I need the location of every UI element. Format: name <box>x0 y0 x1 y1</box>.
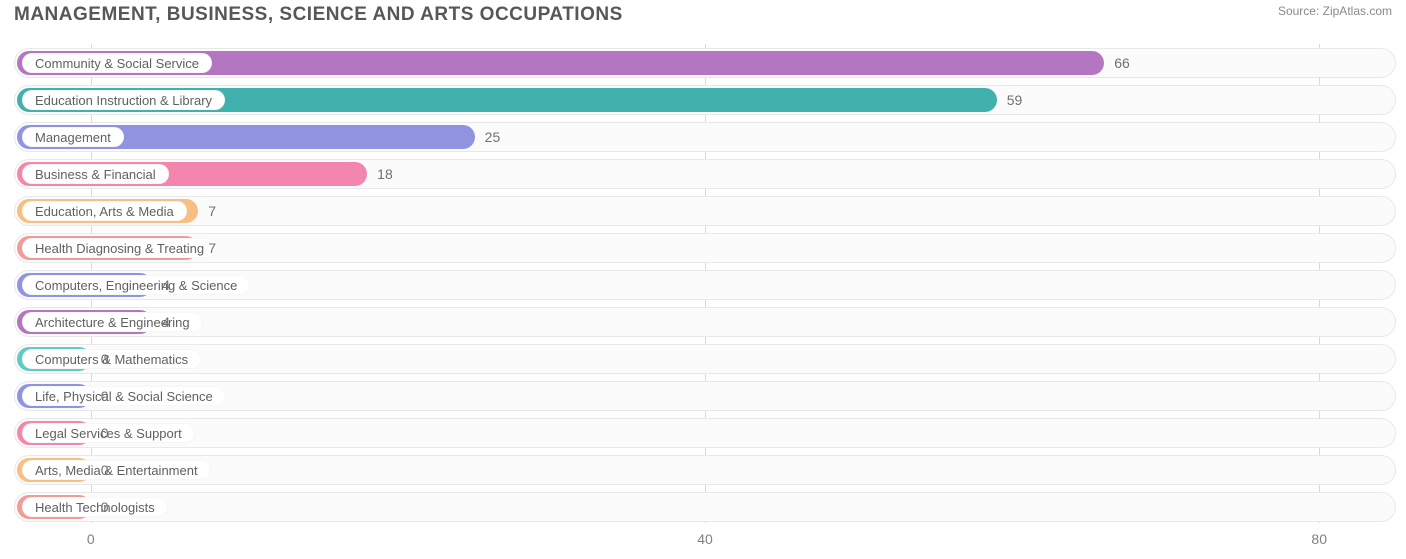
x-axis-labels: 0 40 80 <box>14 527 1396 547</box>
bars-container: Community & Social Service 66 Education In… <box>14 38 1396 523</box>
source-attribution: Source: ZipAtlas.com <box>1278 4 1392 18</box>
source-site: ZipAtlas.com <box>1323 4 1392 18</box>
x-axis-tick-label: 40 <box>697 531 713 547</box>
bar-row: Arts, Media & Entertainment0 <box>14 455 1396 485</box>
bar-track <box>14 233 1396 263</box>
x-axis-tick-label: 80 <box>1311 531 1327 547</box>
bar-row: Business & Financial 18 <box>14 159 1396 189</box>
chart-area: Community & Social Service 66 Education In… <box>14 38 1396 547</box>
bar-category-label: Architecture & Engineering <box>22 312 203 332</box>
bar-value-label: 25 <box>485 122 501 152</box>
bar-value-label: 7 <box>208 233 216 263</box>
bar-value-label: 59 <box>1007 85 1023 115</box>
bar-track <box>14 196 1396 226</box>
bar-category-label: Computers, Engineering & Science <box>22 275 250 295</box>
bar-category-label: Life, Physical & Social Science <box>22 386 226 406</box>
bar-category-label: Health Technologists <box>22 497 168 517</box>
bar-row: Life, Physical & Social Science0 <box>14 381 1396 411</box>
bar-category-label: Community & Social Service <box>22 53 212 73</box>
bar-category-label: Computers & Mathematics <box>22 349 201 369</box>
bar-value-label: 7 <box>208 196 216 226</box>
bar-row: Community & Social Service 66 <box>14 48 1396 78</box>
bar-category-label: Business & Financial <box>22 164 169 184</box>
bar-row: Architecture & Engineering4 <box>14 307 1396 337</box>
bar-row: Education Instruction & Library 59 <box>14 85 1396 115</box>
x-axis-tick-label: 0 <box>87 531 95 547</box>
bar-track <box>14 418 1396 448</box>
bar-value-label: 4 <box>162 270 170 300</box>
bar-row: Legal Services & Support0 <box>14 418 1396 448</box>
bar-row: Health Diagnosing & Treating7 <box>14 233 1396 263</box>
bar-category-label: Education, Arts & Media <box>22 201 187 221</box>
bar-track <box>14 492 1396 522</box>
bar-row: Management 25 <box>14 122 1396 152</box>
bar-category-label: Education Instruction & Library <box>22 90 225 110</box>
bar-category-label: Health Diagnosing & Treating <box>22 238 217 258</box>
bar-track <box>14 344 1396 374</box>
chart-title: MANAGEMENT, BUSINESS, SCIENCE AND ARTS O… <box>14 4 623 26</box>
bar-row: Health Technologists0 <box>14 492 1396 522</box>
bar-category-label: Management <box>22 127 124 147</box>
bar-value-label: 0 <box>101 381 109 411</box>
bar-value-label: 66 <box>1114 48 1130 78</box>
bar-value-label: 18 <box>377 159 393 189</box>
bar-category-label: Arts, Media & Entertainment <box>22 460 211 480</box>
bar-track <box>14 307 1396 337</box>
bar-value-label: 0 <box>101 418 109 448</box>
bar-row: Education, Arts & Media 7 <box>14 196 1396 226</box>
bar-value-label: 0 <box>101 455 109 485</box>
header: MANAGEMENT, BUSINESS, SCIENCE AND ARTS O… <box>0 0 1406 26</box>
bar-value-label: 4 <box>162 307 170 337</box>
bar-value-label: 0 <box>101 344 109 374</box>
source-label: Source: <box>1278 4 1319 18</box>
bar-track <box>14 455 1396 485</box>
bar-row: Computers & Mathematics0 <box>14 344 1396 374</box>
bar-row: Computers, Engineering & Science4 <box>14 270 1396 300</box>
bar-value-label: 0 <box>101 492 109 522</box>
